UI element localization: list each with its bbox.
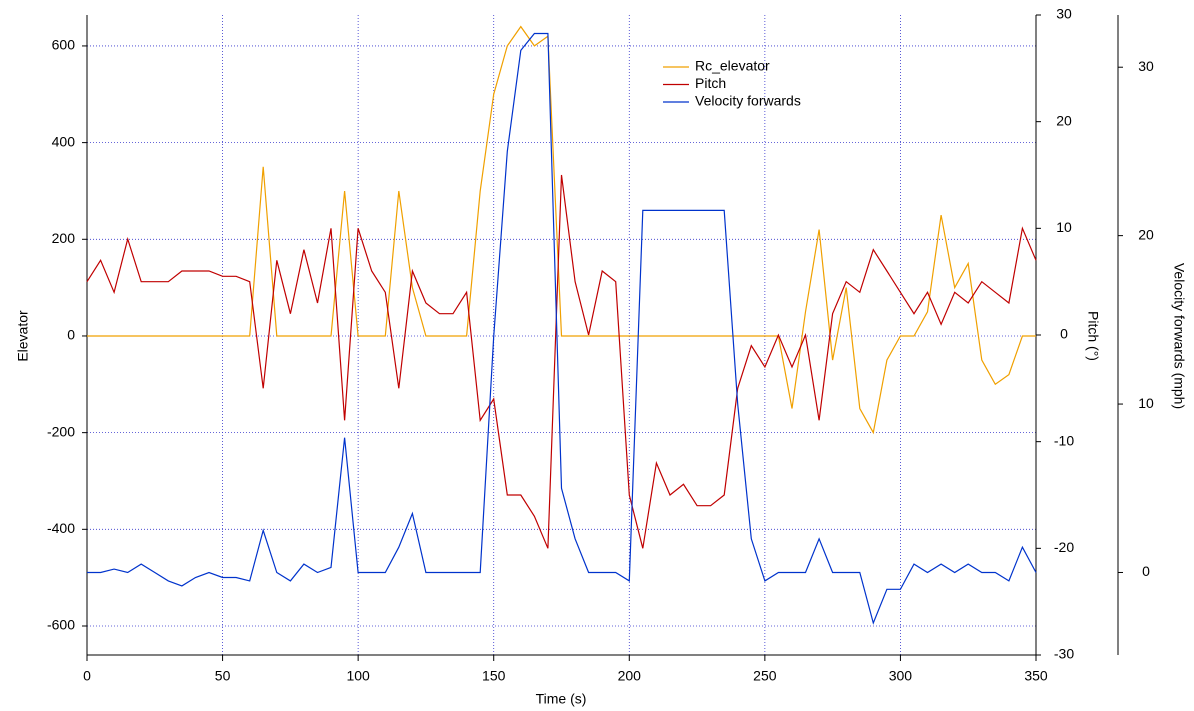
y3-tick-label: 10 bbox=[1138, 395, 1154, 411]
y-tick-label: 200 bbox=[52, 230, 76, 246]
x-tick-label: 250 bbox=[753, 668, 777, 684]
series-line bbox=[86, 174, 1037, 549]
x-tick-label: 0 bbox=[83, 668, 91, 684]
y-tick-label: -200 bbox=[47, 423, 75, 439]
y2-tick-label: 20 bbox=[1056, 112, 1072, 128]
legend-label: Pitch bbox=[695, 75, 726, 91]
x-axis-label: Time (s) bbox=[536, 691, 587, 707]
y2-tick-label: 10 bbox=[1056, 219, 1072, 235]
x-tick-label: 50 bbox=[215, 668, 231, 684]
y3-axis-label: Velocity forwards (mph) bbox=[1171, 263, 1187, 409]
y2-tick-label: -10 bbox=[1054, 432, 1074, 448]
x-tick-label: 200 bbox=[618, 668, 642, 684]
x-tick-label: 350 bbox=[1024, 668, 1048, 684]
x-tick-label: 150 bbox=[482, 668, 506, 684]
y2-tick-label: 0 bbox=[1060, 326, 1068, 342]
y3-tick-label: 20 bbox=[1138, 226, 1154, 242]
y2-tick-label: -30 bbox=[1054, 646, 1074, 662]
legend-label: Rc_elevator bbox=[695, 58, 770, 74]
y3-tick-label: 0 bbox=[1142, 563, 1150, 579]
series-line bbox=[87, 25, 1036, 435]
y-tick-label: -600 bbox=[47, 617, 75, 633]
x-tick-label: 100 bbox=[346, 668, 370, 684]
y3-tick-label: 30 bbox=[1138, 58, 1154, 74]
y-tick-label: 600 bbox=[52, 37, 76, 53]
y2-axis-label: Pitch (°) bbox=[1085, 311, 1101, 361]
y-tick-label: 0 bbox=[67, 327, 75, 343]
legend-label: Velocity forwards bbox=[695, 93, 801, 109]
y2-tick-label: 30 bbox=[1056, 6, 1072, 22]
y-tick-label: -400 bbox=[47, 520, 75, 536]
y-tick-label: 400 bbox=[52, 133, 76, 149]
series-line bbox=[87, 32, 1037, 625]
x-tick-label: 300 bbox=[889, 668, 913, 684]
y-axis-label: Elevator bbox=[15, 310, 31, 362]
y2-tick-label: -20 bbox=[1054, 539, 1074, 555]
